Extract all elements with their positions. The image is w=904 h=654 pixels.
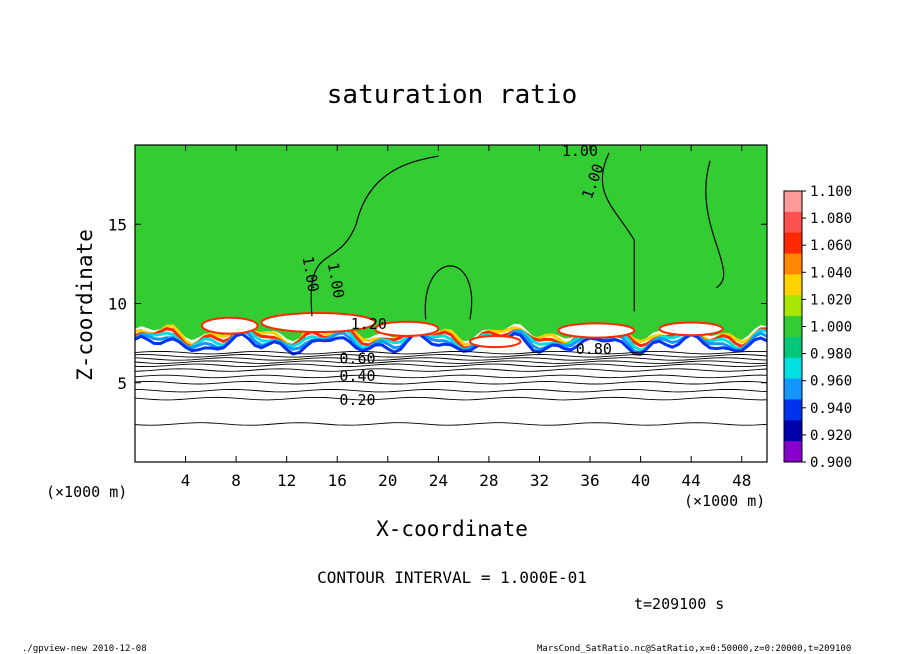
contour-interval-text: CONTOUR INTERVAL = 1.000E-01 <box>317 568 587 587</box>
colorbar-swatch <box>784 336 802 359</box>
y-axis-ticks: 5 10 15 <box>108 215 767 393</box>
x-tick-label: 36 <box>580 471 599 490</box>
contour-label: 0.20 <box>339 391 375 409</box>
colorbar-label: 0.980 <box>810 347 852 363</box>
unsaturated-pocket <box>658 321 724 337</box>
x-tick-label: 12 <box>277 471 296 490</box>
footer-right: MarsCond_SatRatio.nc@SatRatio,x=0:50000,… <box>537 644 851 654</box>
contour-label: 1.00 <box>562 142 598 160</box>
colorbar-swatch <box>784 420 802 442</box>
isoline <box>134 368 768 372</box>
isoline <box>134 422 768 426</box>
unsaturated-pocket <box>468 334 522 349</box>
contour-label: 1.20 <box>351 315 387 333</box>
contour-label: 0.80 <box>576 340 612 358</box>
colorbar-swatch <box>784 274 802 296</box>
colorbar-label: 0.920 <box>810 428 852 444</box>
colorbar-swatch <box>784 253 802 275</box>
y-tick-label: 15 <box>108 215 127 234</box>
x-axis-label: X-coordinate <box>376 517 528 541</box>
colorbar-label: 1.060 <box>810 238 852 254</box>
unsaturated-pocket <box>200 316 259 335</box>
isoline <box>134 354 768 358</box>
y-axis-label: Z-coordinate <box>73 229 97 381</box>
colorbar: 1.100 1.080 1.060 1.040 1.020 1.000 0.980 0.960… <box>783 184 852 471</box>
colorbar-label: 1.100 <box>810 184 852 200</box>
unsaturated-pocket <box>374 320 440 337</box>
x-tick-label: 28 <box>479 471 498 490</box>
isoline <box>134 388 768 393</box>
isoline <box>134 357 768 361</box>
y-tick-label: 5 <box>117 374 127 393</box>
unsaturated-pocket <box>557 322 636 339</box>
x-tick-label: 4 <box>181 471 191 490</box>
colorbar-swatch <box>784 295 802 317</box>
isoline <box>134 381 768 385</box>
saturation-contour <box>310 155 439 317</box>
colorbar-swatch <box>784 399 802 421</box>
isoline <box>134 350 768 355</box>
x-tick-label: 8 <box>231 471 241 490</box>
colorbar-label: 1.080 <box>810 211 852 227</box>
contour-label: 0.60 <box>339 350 375 368</box>
colorbar-swatch <box>784 378 802 400</box>
x-tick-label: 32 <box>530 471 549 490</box>
x-tick-label: 24 <box>429 471 448 490</box>
transition-band <box>134 331 768 356</box>
saturation-contour <box>424 265 473 320</box>
colorbar-swatch <box>784 211 802 234</box>
x-axis-ticks: 4 8 12 16 20 24 28 32 36 40 44 48 <box>181 145 751 490</box>
colorbar-swatch <box>784 191 802 213</box>
colorbar-label: 0.940 <box>810 401 852 417</box>
x-tick-label: 16 <box>328 471 347 490</box>
x-unit-right: (×1000 m) <box>684 492 765 510</box>
saturated-region <box>135 145 767 342</box>
colorbar-swatch <box>784 357 802 380</box>
y-tick-label: 10 <box>108 295 127 314</box>
footer-left: ./gpview-new 2010-12-08 <box>22 644 147 654</box>
time-text: t=209100 s <box>634 595 724 613</box>
colorbar-label: 0.900 <box>810 455 852 471</box>
colorbar-swatch <box>784 316 802 338</box>
contour-lines <box>134 152 768 426</box>
contour-label: 0.40 <box>339 367 375 385</box>
colorbar-label: 1.040 <box>810 265 852 281</box>
contour-label: 1.00 <box>324 261 348 300</box>
x-unit-left: (×1000 m) <box>46 483 127 501</box>
contour-label: 1.00 <box>299 255 323 294</box>
chart-title: saturation ratio <box>327 80 577 110</box>
x-tick-label: 40 <box>631 471 650 490</box>
colorbar-label: 1.000 <box>810 320 852 336</box>
saturation-contour <box>705 160 725 289</box>
saturation-field <box>134 145 768 356</box>
x-tick-label: 48 <box>732 471 751 490</box>
colorbar-label: 1.020 <box>810 292 852 308</box>
isoline <box>134 396 768 401</box>
saturation-contour <box>601 152 635 312</box>
isoline <box>134 374 768 379</box>
unsaturated-pocket <box>260 312 377 334</box>
colorbar-label: 0.960 <box>810 374 852 390</box>
colorbar-swatch <box>784 232 802 255</box>
colorbar-swatch <box>784 441 802 463</box>
x-tick-label: 44 <box>682 471 701 490</box>
x-tick-label: 20 <box>378 471 397 490</box>
isoline <box>134 360 768 364</box>
isoline <box>134 363 768 368</box>
